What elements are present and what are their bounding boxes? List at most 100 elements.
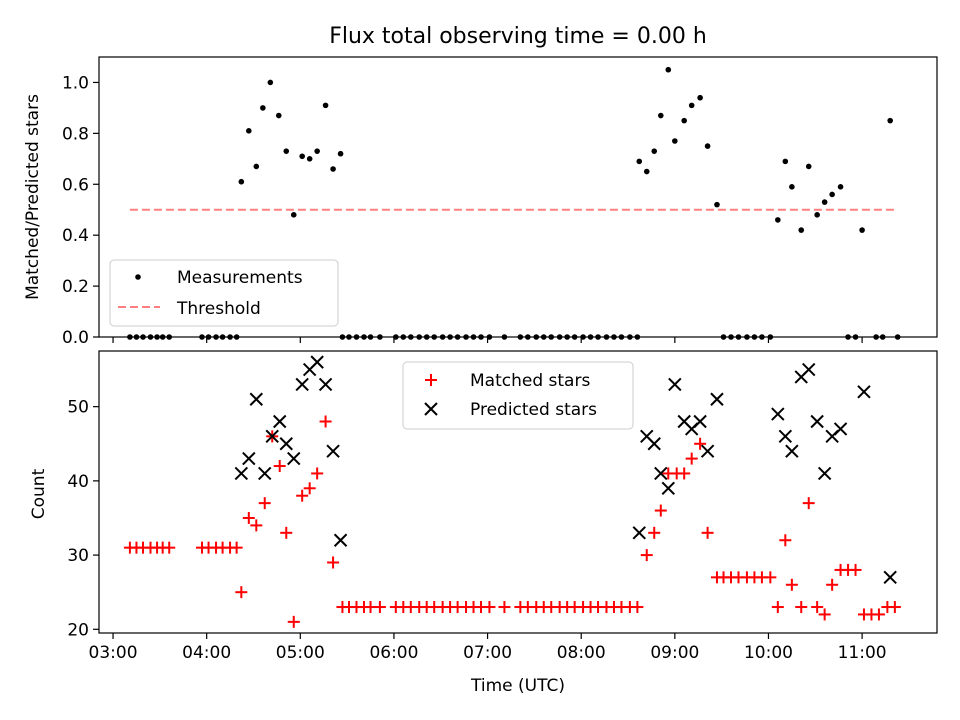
cross-b <box>318 377 333 392</box>
predicted-star-point <box>310 355 324 369</box>
matched-star-point <box>250 519 263 532</box>
measurement-point <box>299 153 305 160</box>
matched-star-point <box>296 489 309 502</box>
measurement-point <box>580 334 586 340</box>
cross-b <box>326 444 340 458</box>
predicted-star-point <box>810 414 824 429</box>
measurement-point <box>486 334 493 340</box>
measurement-point <box>159 334 166 340</box>
legend-predicted-marker <box>424 402 438 416</box>
cross-b <box>833 422 848 436</box>
measurement-point <box>672 138 678 144</box>
measurement-point <box>233 334 240 340</box>
measurement-point <box>290 212 297 218</box>
measurement-point <box>894 334 901 340</box>
matched-star-point <box>849 563 862 576</box>
measurement-point <box>720 334 727 340</box>
matched-star-point <box>654 504 667 517</box>
measurement-point <box>540 334 547 340</box>
predicted-star-point <box>265 429 279 444</box>
y-tick-label: 0.6 <box>62 175 89 195</box>
matched-star-point <box>685 452 698 465</box>
measurement-point <box>140 334 146 340</box>
measurement-point <box>166 334 173 340</box>
cross-b <box>234 466 249 481</box>
measurement-point <box>636 158 643 165</box>
measurement-point <box>759 334 765 340</box>
predicted-star-point <box>668 377 682 392</box>
measurement-point <box>253 163 260 170</box>
measurement-point <box>603 334 610 340</box>
top-plot-area <box>127 66 901 340</box>
x-tick-label: 06:00 <box>369 643 418 663</box>
x-tick-label: 04:00 <box>182 643 231 663</box>
predicted-star-point <box>632 526 646 540</box>
measurement-point <box>887 117 893 124</box>
measurement-point <box>744 334 750 340</box>
measurement-point <box>517 334 524 340</box>
bottom-y-axis-label: Count <box>29 468 49 519</box>
measurement-point <box>133 334 140 340</box>
measurement-point <box>643 168 650 175</box>
y-tick-label: 0.8 <box>62 124 89 144</box>
y-tick-label: 0.0 <box>62 328 89 348</box>
predicted-star-point <box>771 407 785 421</box>
measurement-point <box>697 94 703 101</box>
x-axis-label: Time (UTC) <box>470 676 565 696</box>
matched-star-point <box>311 467 324 480</box>
bottom-plot-frame <box>98 350 938 634</box>
cross-b <box>258 466 272 481</box>
measurement-point <box>611 334 617 340</box>
bottom-y-axis: 20 30 40 50 <box>67 398 99 640</box>
matched-star-point <box>818 608 831 621</box>
matched-star-point <box>764 571 777 584</box>
x-tick-label: 07:00 <box>463 643 512 663</box>
predicted-star-point <box>817 466 832 481</box>
measurement-point <box>767 334 774 340</box>
y-tick-label: 20 <box>67 620 89 640</box>
bottom-x-axis: 03:00 04:00 05:00 06:00 07:00 08:00 09:00 10:00… <box>89 633 887 663</box>
matched-star-point <box>779 534 792 547</box>
measurement-point <box>789 184 795 190</box>
x-tick-label: 10:00 <box>744 643 793 663</box>
measurement-point <box>400 334 407 340</box>
matched-star-point <box>273 460 286 473</box>
measurement-point <box>199 334 205 340</box>
matched-star-point <box>242 511 255 524</box>
measurement-point <box>751 334 758 340</box>
legend-predicted-label: Predicted stars <box>470 400 597 420</box>
measurement-point <box>219 334 226 340</box>
cross-b <box>668 377 682 392</box>
measurement-point <box>213 334 219 340</box>
cross-b <box>242 451 256 466</box>
matched-star-point <box>888 601 901 614</box>
matched-star-point <box>327 556 340 569</box>
predicted-star-point <box>802 362 816 377</box>
predicted-star-point <box>654 466 668 481</box>
top-legend-box <box>109 259 339 327</box>
cross-b <box>883 570 897 585</box>
measurement-point <box>205 334 212 340</box>
x-tick-label: 11:00 <box>838 643 887 663</box>
measurement-point <box>238 178 245 185</box>
predicted-star-point <box>693 414 707 429</box>
measurement-point <box>564 334 570 340</box>
y-tick-label: 1.0 <box>62 73 89 93</box>
measurement-point <box>525 334 531 340</box>
matched-star-point <box>678 467 691 480</box>
chart-title: Flux total observing time = 0.00 h <box>329 24 707 49</box>
predicted-star-point <box>778 429 793 444</box>
measurement-point <box>377 334 383 340</box>
matched-star-point <box>811 601 824 614</box>
matched-star-point <box>771 601 784 614</box>
matched-star-point <box>785 578 798 591</box>
cross-b <box>279 437 293 451</box>
measurement-point <box>154 334 160 340</box>
measurement-point <box>873 334 879 340</box>
measurement-point <box>651 148 658 154</box>
x-tick-label: 05:00 <box>276 643 325 663</box>
y-tick-label: 0.2 <box>62 277 89 297</box>
measurement-point <box>829 191 835 198</box>
measurement-point <box>704 143 711 149</box>
measurement-point <box>852 334 859 340</box>
